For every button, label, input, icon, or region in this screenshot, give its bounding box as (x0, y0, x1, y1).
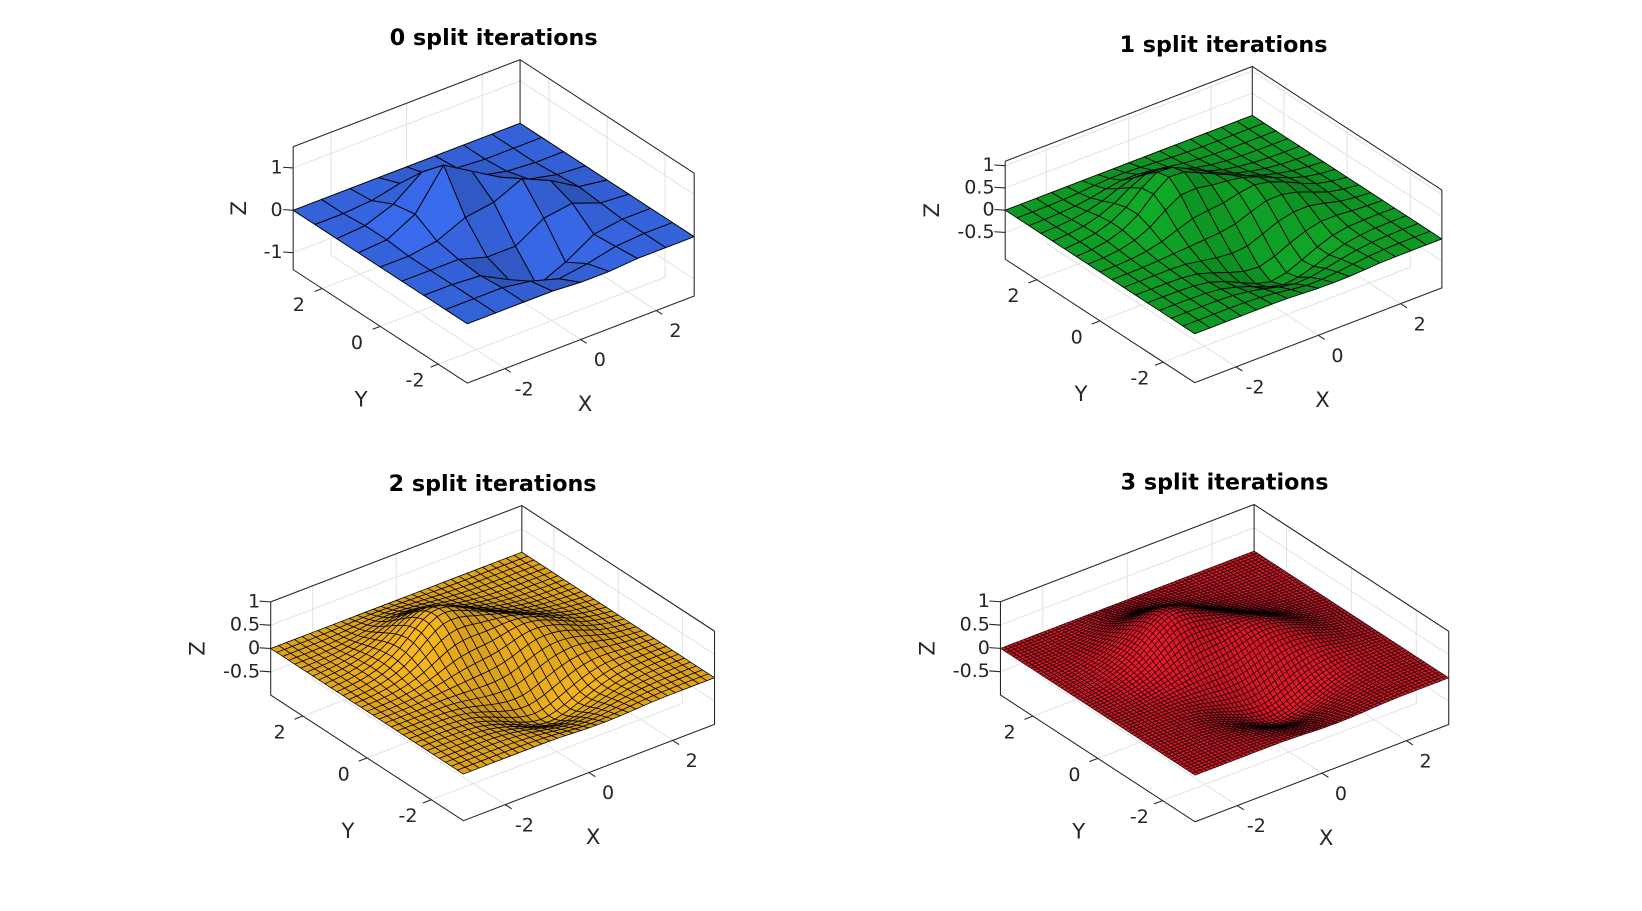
z-tick (994, 231, 1006, 233)
x-tick-label: 0 (594, 349, 606, 371)
x-tick (656, 310, 663, 315)
x-tick (1235, 366, 1243, 372)
z-tick (994, 164, 1006, 167)
z-tick-label: -0.5 (223, 660, 260, 682)
x-axis-label: X (578, 391, 593, 416)
y-grid-line (431, 610, 683, 801)
x-tick (672, 739, 680, 746)
z-tick-label: 0 (982, 199, 994, 221)
box-edge (1000, 503, 1450, 632)
y-tick-label: 2 (273, 722, 285, 744)
z-tick-label: 0.5 (230, 614, 260, 636)
x-tick-label: -2 (1246, 377, 1265, 399)
z-axis-label: Z (919, 203, 944, 218)
z-tick-label: 1 (982, 154, 994, 176)
y-axis-label: Y (341, 818, 355, 843)
z-axis-label: Z (226, 201, 251, 216)
x-tick-label: 0 (1331, 345, 1343, 367)
y-tick-label: 2 (293, 294, 305, 316)
x-tick-label: 0 (602, 782, 614, 804)
x-tick (504, 804, 512, 810)
y-tick (1091, 320, 1101, 325)
x-tick (1400, 303, 1408, 309)
x-tick (588, 772, 596, 778)
x-tick (504, 368, 512, 373)
x-grid-line (330, 132, 506, 370)
x-tick-label: -2 (515, 814, 534, 836)
x-grid-line (1042, 585, 1238, 807)
z-tick (283, 209, 294, 211)
subplot-title: 1 split iterations (1120, 32, 1328, 58)
z-tick-label: 1 (270, 156, 282, 178)
z-tick-label: -0.5 (957, 221, 994, 243)
box-edge (270, 504, 715, 632)
z-tick-label: 0.5 (964, 176, 994, 198)
surface (292, 122, 695, 325)
z-tick (259, 600, 271, 603)
z-tick-label: 0 (270, 199, 282, 221)
y-tick-label: 2 (1007, 285, 1019, 307)
y-tick-label: 0 (338, 763, 350, 785)
y-tick-label: -2 (405, 370, 424, 392)
x-tick-label: -2 (515, 378, 534, 400)
y-grid-line (1163, 169, 1411, 363)
subplot: -2 0 2 -2 0 2 -1 0 1 0 split iterations X Y Z (226, 25, 695, 416)
z-tick (259, 670, 271, 673)
y-grid-line (438, 154, 666, 365)
z-tick (283, 166, 294, 169)
box-edge (1005, 65, 1443, 191)
x-grid-line (1045, 145, 1237, 368)
y-tick-label: 0 (1071, 326, 1083, 348)
subplot-title: 0 split iterations (390, 25, 598, 51)
y-grid-line (1162, 610, 1417, 802)
z-tick (994, 208, 1006, 211)
y-axis-label: Y (1073, 381, 1087, 406)
z-tick (259, 623, 271, 626)
y-tick (314, 288, 323, 292)
y-tick (1154, 361, 1164, 366)
x-tick-label: 2 (686, 750, 698, 772)
x-tick (580, 339, 587, 344)
z-tick-label: 0 (248, 637, 260, 659)
y-tick (372, 325, 381, 330)
z-tick (283, 251, 294, 254)
box-edge (1004, 161, 1443, 384)
x-axis-label: X (1315, 387, 1330, 412)
z-tick-label: 1 (248, 590, 260, 612)
surface-face (457, 766, 472, 775)
surface (270, 551, 715, 775)
x-tick-label: 2 (1414, 313, 1426, 335)
y-tick-label: -2 (1130, 368, 1149, 390)
z-axis-label: Z (185, 641, 210, 656)
y-tick (1028, 279, 1037, 284)
x-grid-line (312, 585, 506, 806)
surface-face (1182, 319, 1211, 335)
box-edge (292, 146, 695, 384)
surface (1004, 114, 1443, 335)
box-edge (270, 601, 716, 822)
y-tick (294, 715, 304, 720)
surface-face (445, 298, 497, 325)
z-tick-label: -1 (264, 241, 283, 263)
z-tick (259, 647, 271, 650)
x-tick (1318, 334, 1325, 340)
y-tick-label: 0 (351, 332, 363, 354)
y-tick (422, 799, 432, 804)
z-tick (994, 186, 1006, 189)
x-tick-label: 2 (669, 320, 681, 342)
y-tick (430, 363, 439, 368)
y-axis-label: Y (354, 387, 368, 412)
y-tick-label: -2 (398, 805, 417, 827)
subplot-title: 2 split iterations (389, 471, 597, 497)
x-axis-label: X (586, 824, 601, 849)
y-tick (358, 757, 368, 762)
surface (1000, 550, 1450, 776)
